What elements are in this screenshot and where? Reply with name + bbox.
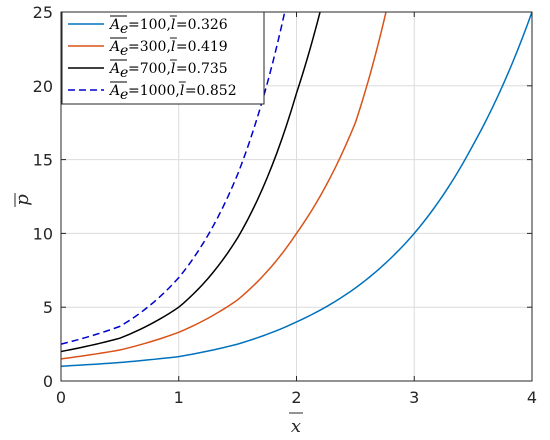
series-line-3 <box>61 12 321 353</box>
series-line-1 <box>61 12 532 367</box>
x-tick-label: 2 <box>291 388 301 407</box>
series-line-4 <box>61 12 286 345</box>
x-tick-label: 1 <box>174 388 184 407</box>
x-axis-label-text: x <box>291 416 301 437</box>
x-tick-label: 3 <box>409 388 419 407</box>
legend-ae-subscript: e <box>120 21 128 37</box>
y-tick-label: 10 <box>33 224 53 243</box>
y-tick-label: 20 <box>33 77 53 96</box>
legend-l-value: =0.735 <box>176 61 228 77</box>
y-tick-label: 5 <box>43 298 53 317</box>
y-tick-label: 0 <box>43 372 53 391</box>
series-line-2 <box>61 12 387 360</box>
legend-l-symbol: l <box>180 83 184 99</box>
legend-ae-symbol: A <box>108 61 120 77</box>
y-axis-label-text: p <box>12 194 33 206</box>
legend-ae-value: =700, <box>128 61 171 77</box>
legend-l-symbol: l <box>171 39 175 55</box>
legend-ae-symbol: A <box>108 83 120 99</box>
legend-ae-symbol: A <box>108 17 120 33</box>
legend-l-value: =0.326 <box>176 17 228 33</box>
legend-ae-symbol: A <box>108 39 120 55</box>
legend-l-value: =0.852 <box>185 83 237 99</box>
x-axis-label: x <box>289 412 303 437</box>
legend-l-symbol: l <box>171 61 175 77</box>
legend-l-symbol: l <box>171 17 175 33</box>
x-tick-label: 0 <box>56 388 66 407</box>
legend-ae-value: =100, <box>128 17 171 33</box>
y-axis-label: p <box>12 193 33 207</box>
y-tick-label: 15 <box>33 151 53 170</box>
x-tick-label: 4 <box>527 388 537 407</box>
legend-box <box>61 11 265 105</box>
legend-ae-subscript: e <box>120 65 128 81</box>
series-group <box>61 12 532 367</box>
legend-ae-value: =1000, <box>128 83 180 99</box>
legend-l-value: =0.419 <box>176 39 228 55</box>
y-tick-label: 25 <box>33 3 53 22</box>
legend-ae-subscript: e <box>120 87 128 103</box>
legend-ae-subscript: e <box>120 43 128 59</box>
legend-ae-value: =300, <box>128 39 171 55</box>
